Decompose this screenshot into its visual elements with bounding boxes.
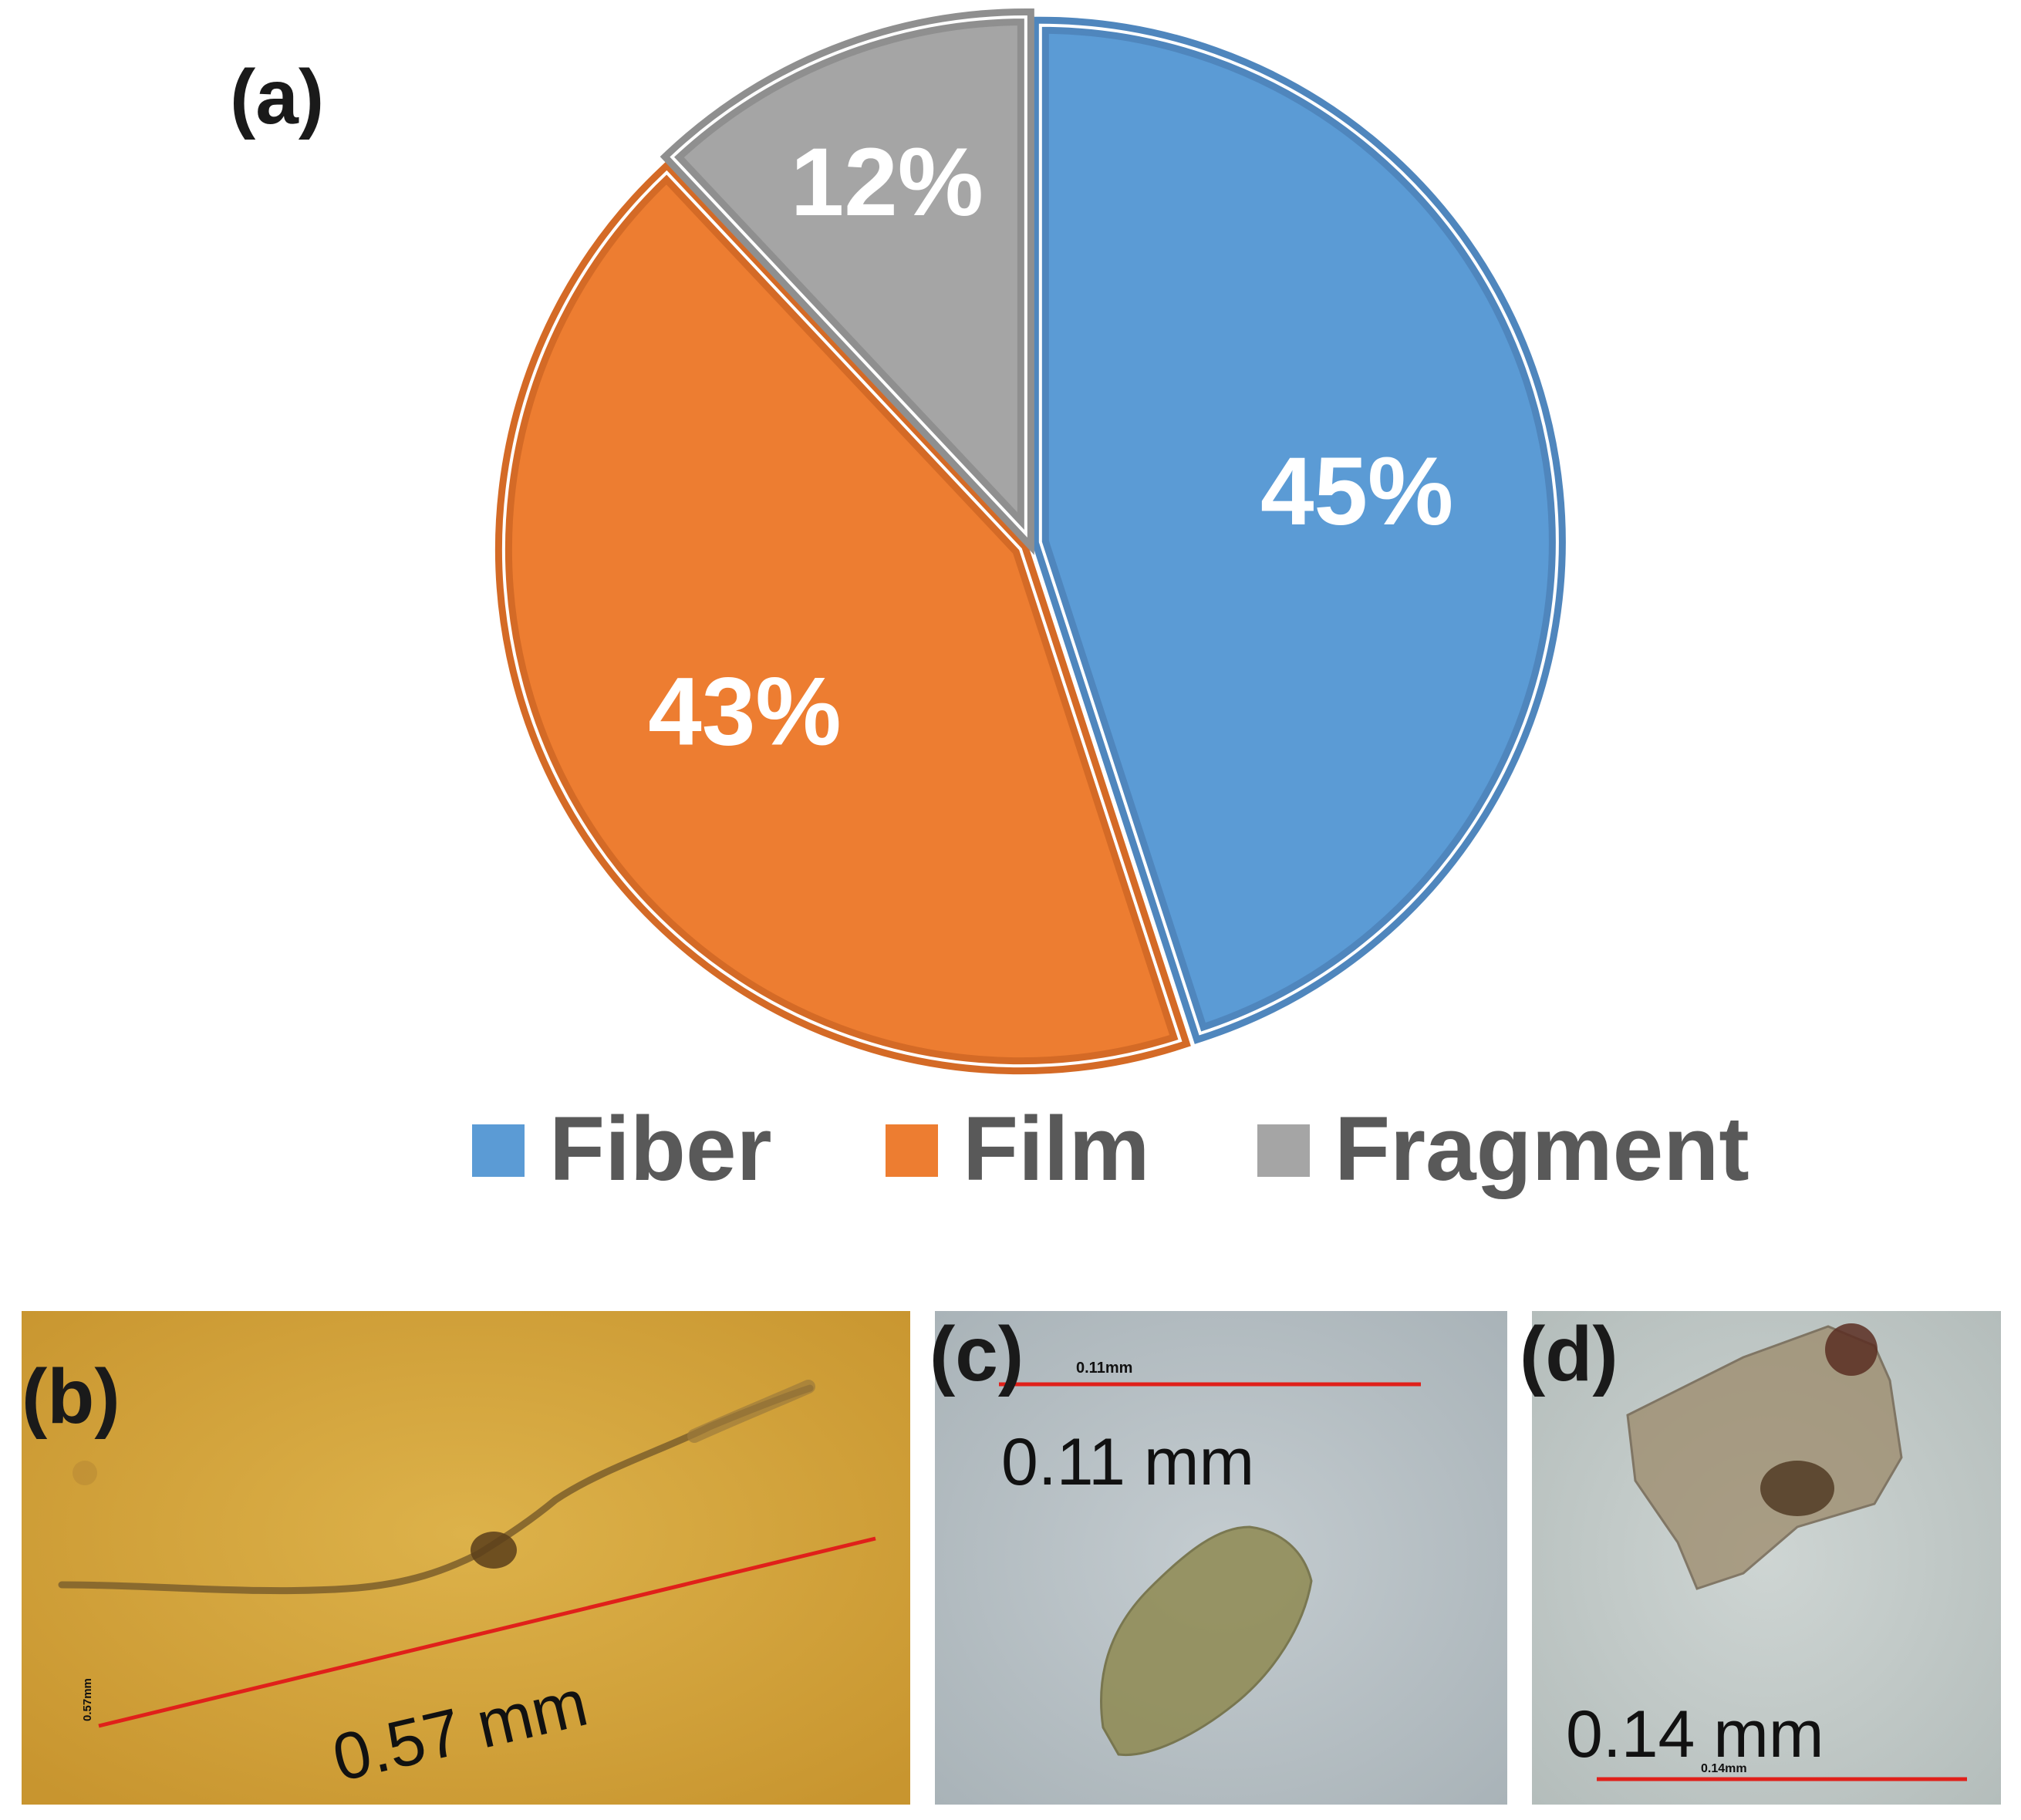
scale-tag-b: 0.57mm	[81, 1678, 94, 1721]
speck	[73, 1461, 97, 1485]
pie-slice-border	[1038, 23, 1559, 1036]
fragment-stain	[1825, 1323, 1878, 1376]
legend: Fiber Film Fragment	[472, 1098, 1749, 1200]
micrograph-c: 0.11mm 0.11 mm (c)	[930, 1311, 1507, 1805]
micrograph-b: 0.57mm 0.57 mm (b)	[22, 1311, 910, 1805]
pie-label-film: 43%	[648, 659, 841, 766]
panel-label-b: (b)	[22, 1353, 120, 1440]
pie-label-fiber: 45%	[1260, 438, 1453, 545]
fragment-stain	[1760, 1461, 1834, 1516]
pie-slice-border	[502, 170, 1183, 1068]
fiber-end	[687, 1380, 815, 1443]
scale-tag-d: 0.14mm	[1701, 1762, 1747, 1775]
legend-label-film: Film	[963, 1098, 1150, 1200]
fiber-knot	[471, 1532, 517, 1569]
panel-label-a: (a)	[230, 54, 324, 140]
pie-label-fragment: 12%	[791, 129, 984, 236]
legend-label-fiber: Fiber	[549, 1098, 772, 1200]
pie-slice-border	[670, 15, 1027, 538]
scale-line-b	[98, 1536, 876, 1728]
pie-labels: 45% 43% 12%	[648, 129, 1453, 765]
pie-chart: 45% 43% 12%	[495, 8, 1566, 1075]
legend-label-fragment: Fragment	[1334, 1098, 1749, 1200]
fragment-particle	[1626, 1325, 1903, 1590]
micrograph-d: 0.14mm 0.14 mm (d)	[1520, 1311, 2001, 1805]
measure-label-c: 0.11 mm	[1001, 1425, 1254, 1499]
film-particle	[1100, 1525, 1313, 1757]
panel-label-c: (c)	[930, 1311, 1024, 1397]
pie-slices	[495, 8, 1566, 1075]
scale-tag-c: 0.11mm	[1076, 1360, 1132, 1377]
legend-swatch-film	[886, 1124, 938, 1177]
measure-label-d: 0.14 mm	[1566, 1697, 1824, 1771]
panel-label-d: (d)	[1520, 1311, 1618, 1397]
legend-swatch-fiber	[472, 1124, 525, 1177]
legend-swatch-fragment	[1257, 1124, 1310, 1177]
